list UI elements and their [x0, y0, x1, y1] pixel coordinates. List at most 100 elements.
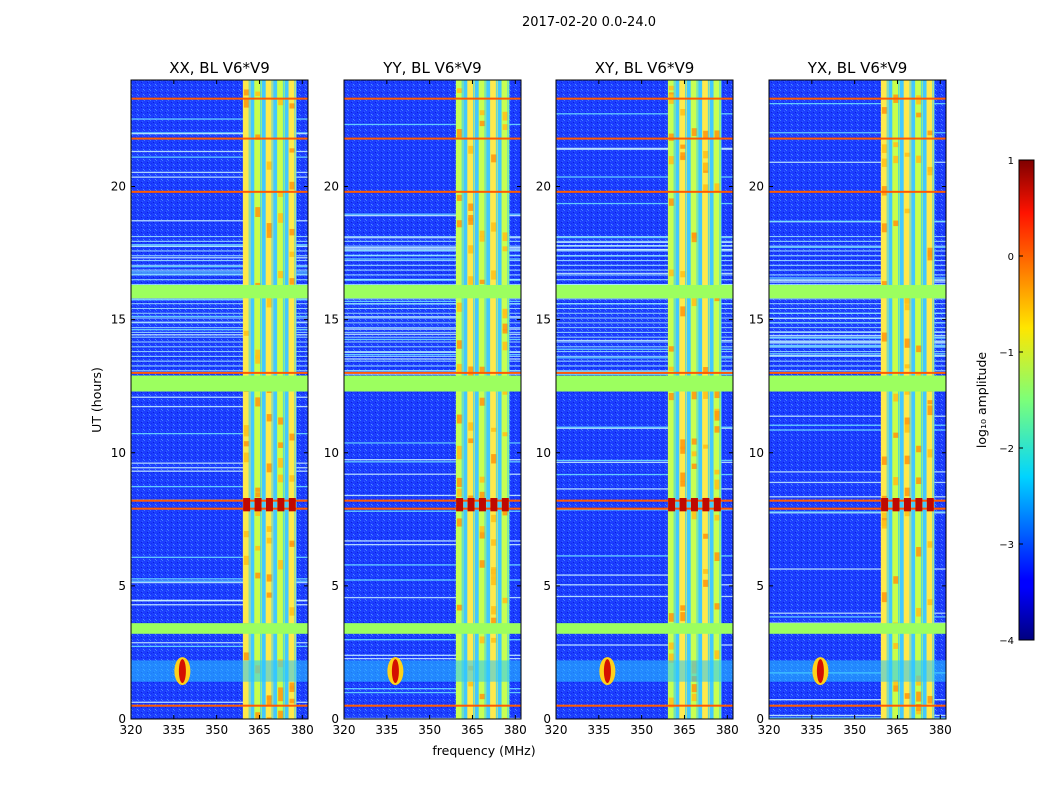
rfi-strong-row	[344, 499, 521, 502]
bright-hotspot	[904, 509, 911, 517]
rfi-thin-line	[344, 353, 521, 356]
bright-hotspot	[502, 232, 509, 242]
bright-hotspot	[255, 572, 261, 579]
bright-hotspot	[468, 145, 474, 154]
panel-frame	[343, 79, 522, 720]
bright-hotspot	[668, 697, 675, 708]
y-tick-label: 20	[749, 180, 764, 194]
bright-hotspot	[904, 455, 911, 465]
bright-hotspot	[289, 148, 296, 153]
bright-hotspot	[668, 392, 675, 401]
x-tick-label: 320	[758, 723, 781, 737]
rfi-thin-line	[131, 334, 308, 336]
rfi-thin-line	[769, 471, 946, 473]
bright-hotspot	[714, 603, 721, 610]
bright-hotspot	[479, 560, 486, 568]
bright-channel-column	[288, 80, 297, 719]
bright-channel-column	[713, 80, 722, 719]
rfi-thin-line	[769, 612, 946, 614]
rfi-thin-line	[769, 622, 946, 624]
bright-hotspot	[502, 717, 509, 719]
rfi-dense-line	[344, 336, 521, 338]
rfi-thin-line	[344, 494, 521, 497]
bright-hotspot	[893, 432, 899, 438]
rfi-dense-line	[769, 236, 946, 238]
flagged-band	[556, 375, 733, 392]
rfi-hot-block	[478, 498, 486, 512]
x-tick-label: 380	[716, 723, 739, 737]
bright-hotspot	[255, 134, 261, 140]
channel-gap	[685, 80, 687, 719]
rfi-strong-row	[131, 190, 308, 193]
rfi-thin-line	[131, 642, 308, 644]
x-tick-label: 380	[929, 723, 952, 737]
rfi-dense-line	[769, 346, 946, 348]
panel-frame	[555, 79, 734, 720]
rfi-dense-line	[556, 264, 733, 266]
x-tick-label: 335	[587, 723, 610, 737]
y-tick-label: 15	[749, 313, 764, 327]
rfi-dense-line	[769, 245, 946, 247]
rfi-dense-line	[556, 250, 733, 252]
x-tick-label: 365	[673, 723, 696, 737]
colorbar-tick-label: 1	[1008, 156, 1014, 167]
rfi-thin-line	[556, 241, 733, 244]
rfi-dense-line	[131, 365, 308, 367]
rfi-dense-line	[769, 322, 946, 324]
bright-hotspot	[927, 695, 934, 704]
rfi-thin-line	[344, 691, 521, 694]
y-tick-label: 0	[543, 712, 551, 726]
rfi-dense-line	[556, 283, 733, 286]
flagged-band	[769, 623, 946, 634]
rfi-hot-block	[456, 498, 464, 512]
rfi-thin-line	[769, 699, 946, 701]
bright-hotspot	[456, 488, 463, 497]
rfi-thin-line	[131, 329, 308, 331]
rfi-thin-line	[556, 113, 733, 115]
channel-gap	[932, 80, 934, 719]
bright-hotspot	[456, 604, 463, 611]
y-axis-label: UT (hours)	[89, 367, 104, 433]
rfi-strong-row	[344, 97, 521, 100]
bright-hotspot	[243, 652, 250, 661]
bright-hotspot	[255, 349, 261, 359]
bright-hotspot	[278, 271, 284, 279]
bright-hotspot	[927, 400, 934, 405]
x-axis-label: frequency (MHz)	[432, 743, 535, 758]
x-tick-label: 380	[504, 723, 527, 737]
channel-gap	[271, 80, 273, 719]
y-tick-label: 15	[111, 313, 126, 327]
bright-hotspot	[893, 393, 899, 402]
bright-hotspot	[904, 487, 911, 497]
bright-hotspot	[680, 605, 686, 611]
rfi-dense-line	[556, 355, 733, 357]
bright-hotspot	[468, 438, 474, 444]
rfi-dense-line	[769, 255, 946, 257]
rfi-thin-line	[769, 353, 946, 355]
burst-band	[131, 660, 308, 682]
panel-title: XY, BL V6*V9	[595, 59, 695, 77]
rfi-thin-line	[769, 220, 946, 222]
rfi-hot-block	[288, 498, 296, 512]
burst-core	[178, 659, 186, 684]
rfi-thin-line	[769, 354, 946, 357]
bright-hotspot	[255, 207, 261, 217]
colorbar-tick-label: 0	[1008, 252, 1014, 263]
bright-hotspot	[456, 454, 463, 460]
rfi-thin-line	[769, 496, 946, 498]
bright-hotspot	[468, 422, 474, 431]
rfi-thin-line	[131, 462, 308, 464]
bright-channel-column	[501, 80, 510, 719]
bright-hotspot	[904, 208, 911, 214]
rfi-strong-row	[344, 704, 521, 707]
channel-gap	[920, 80, 923, 719]
panel-title: YX, BL V6*V9	[807, 59, 908, 77]
panel-4: YX, BL V6*V9 320 335 350 365 380 0 5 10 15 20	[749, 59, 952, 737]
bright-hotspot	[255, 506, 261, 517]
y-tick-label: 20	[111, 180, 126, 194]
rfi-thin-line	[344, 473, 521, 475]
rfi-dense-line	[344, 279, 521, 281]
bright-hotspot	[691, 510, 698, 520]
bright-channel-column	[880, 80, 889, 719]
rfi-dense-line	[556, 298, 733, 300]
